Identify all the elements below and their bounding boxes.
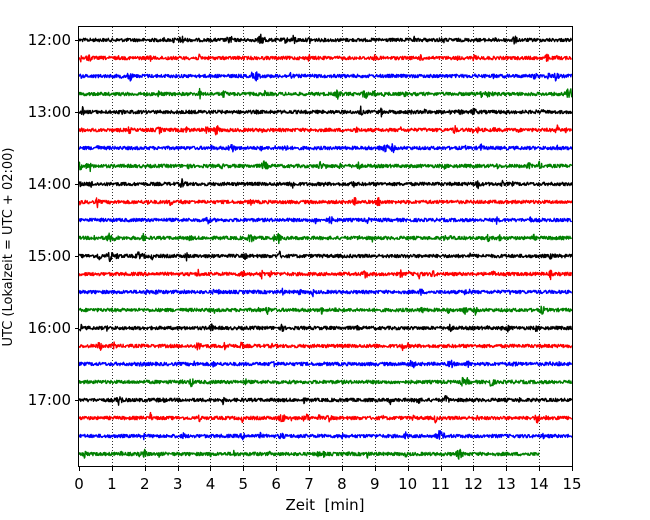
trace-1645 (78, 376, 573, 388)
trace-1230 (78, 71, 573, 82)
y-ticks: 12:00 13:00 14:00 15:00 16:00 17:00 (28, 31, 79, 409)
trace-1745 (78, 448, 540, 460)
trace-1315 (78, 124, 573, 136)
x-tick-label: 9 (370, 475, 380, 493)
y-tick-label: 15:00 (28, 247, 71, 265)
trace-1400 (78, 178, 573, 190)
trace-1700 (78, 394, 573, 406)
y-tick-label: 16:00 (28, 319, 71, 337)
trace-1615 (78, 341, 573, 352)
trace-1215 (78, 53, 572, 63)
x-tick-label: 12 (464, 475, 483, 493)
x-tick-label: 14 (530, 475, 549, 493)
grid-layer (112, 27, 540, 467)
trace-1415 (78, 196, 573, 209)
x-tick-label: 4 (206, 475, 216, 493)
trace-1545 (78, 305, 573, 316)
x-tick-label: 2 (140, 475, 150, 493)
trace-1245 (78, 87, 573, 100)
x-tick-label: 5 (239, 475, 249, 493)
x-tick-label: 8 (337, 475, 347, 493)
trace-1515 (78, 268, 572, 281)
x-ticks: 0 1 2 3 4 5 6 7 8 9 10 11 12 13 14 15 (74, 467, 582, 493)
y-tick-label: 14:00 (28, 175, 71, 193)
x-tick-label: 15 (562, 475, 581, 493)
trace-1345 (78, 160, 573, 173)
x-tick-label: 10 (398, 475, 417, 493)
trace-1500 (78, 250, 573, 263)
trace-1200 (78, 33, 573, 45)
y-axis-label: UTC (Lokalzeit = UTC + 02:00) (1, 148, 16, 347)
trace-1530 (78, 287, 573, 298)
x-tick-label: 1 (107, 475, 117, 493)
x-tick-label: 0 (74, 475, 84, 493)
trace-1715 (78, 411, 573, 424)
trace-1430 (78, 216, 573, 225)
x-tick-label: 7 (304, 475, 314, 493)
trace-layer (78, 33, 573, 460)
y-tick-label: 12:00 (28, 31, 71, 49)
y-tick-label: 13:00 (28, 103, 71, 121)
trace-1300 (78, 105, 573, 118)
trace-1600 (78, 323, 573, 333)
x-tick-label: 11 (431, 475, 450, 493)
plot-frame (78, 26, 573, 467)
trace-1730 (78, 429, 573, 441)
trace-1445 (78, 232, 573, 245)
x-tick-label: 13 (497, 475, 516, 493)
trace-1630 (78, 359, 573, 369)
x-tick-label: 6 (271, 475, 281, 493)
x-axis-label: Zeit [min] (285, 496, 364, 514)
y-tick-label: 17:00 (28, 391, 71, 409)
trace-1330 (78, 143, 573, 154)
x-tick-label: 3 (173, 475, 183, 493)
